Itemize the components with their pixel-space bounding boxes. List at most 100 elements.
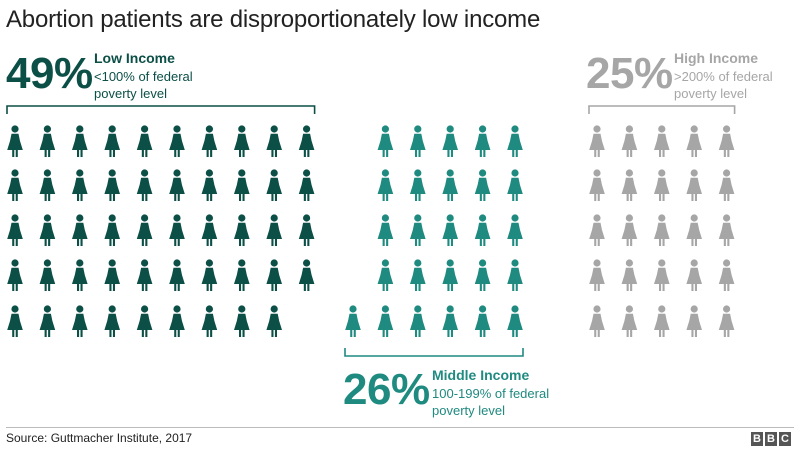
middle-income-bracket — [344, 348, 524, 357]
low-income-woman-icon — [234, 169, 250, 201]
high-income-label: High Income — [674, 50, 759, 66]
middle-income-woman-icon — [474, 305, 491, 337]
high-income-description: >200% of federal poverty level — [674, 69, 773, 101]
high-income-woman-icon — [654, 305, 670, 337]
high-income-woman-icon — [718, 125, 735, 157]
low-income-woman-icon — [201, 214, 218, 246]
middle-income-woman-icon — [410, 169, 426, 201]
low-income-woman-icon — [39, 214, 56, 246]
low-income-woman-icon — [72, 125, 88, 157]
bbc-logo: B B C — [751, 432, 791, 446]
high-income-woman-icon — [686, 259, 702, 291]
middle-income-woman-icon — [377, 169, 394, 201]
high-income-woman-icon — [686, 305, 702, 337]
low-income-woman-icon — [266, 169, 282, 201]
high-income-woman-icon — [589, 125, 605, 157]
low-income-woman-icon — [266, 214, 282, 246]
middle-income-woman-icon — [507, 125, 523, 157]
low-income-woman-icon — [7, 259, 23, 291]
middle-income-woman-icon — [442, 125, 458, 157]
low-income-woman-icon — [169, 259, 185, 291]
high-income-woman-icon — [621, 125, 638, 157]
high-income-woman-icon — [589, 169, 605, 201]
low-income-woman-icon — [104, 305, 120, 337]
middle-income-woman-icon — [507, 214, 523, 246]
high-income-woman-icon — [654, 125, 670, 157]
middle-income-woman-icon — [442, 259, 458, 291]
low-income-woman-icon — [201, 125, 218, 157]
low-income-woman-icon — [104, 169, 120, 201]
low-income-woman-icon — [72, 259, 88, 291]
low-income-woman-icon — [39, 125, 56, 157]
low-income-woman-icon — [298, 214, 315, 246]
middle-income-woman-icon — [377, 259, 394, 291]
low-income-woman-icon — [136, 305, 153, 337]
low-income-woman-icon — [72, 214, 88, 246]
middle-income-description: 100-199% of federal poverty level — [432, 386, 550, 418]
high-income-woman-icon — [718, 305, 735, 337]
low-income-woman-icon — [7, 214, 23, 246]
high-income-woman-icon — [686, 169, 702, 201]
high-income-woman-icon — [686, 125, 702, 157]
high-income-woman-icon — [686, 214, 702, 246]
middle-income-woman-icon — [377, 214, 394, 246]
low-income-woman-icon — [136, 259, 153, 291]
middle-income-woman-icon — [410, 259, 426, 291]
low-income-woman-icon — [266, 305, 282, 337]
middle-income-woman-icon — [410, 305, 426, 337]
high-income-woman-icon — [718, 214, 735, 246]
middle-income-woman-icon — [474, 259, 491, 291]
low-income-woman-icon — [266, 125, 282, 157]
middle-income-woman-icon — [474, 169, 491, 201]
middle-income-woman-icon — [507, 169, 523, 201]
bbc-logo-letter: C — [779, 432, 791, 446]
low-income-woman-icon — [234, 125, 250, 157]
middle-income-woman-icon — [507, 259, 523, 291]
footer-divider — [6, 427, 794, 428]
middle-income-woman-icon — [507, 305, 523, 337]
low-income-woman-icon — [234, 305, 250, 337]
icon-layer — [7, 125, 735, 337]
high-income-woman-icon — [621, 169, 638, 201]
low-income-woman-icon — [201, 305, 218, 337]
high-income-woman-icon — [621, 214, 638, 246]
low-income-woman-icon — [39, 169, 56, 201]
low-income-bracket — [6, 105, 316, 114]
middle-income-woman-icon — [442, 305, 458, 337]
page-title: Abortion patients are disproportionately… — [6, 6, 541, 33]
high-income-bracket — [588, 105, 736, 114]
low-income-woman-icon — [169, 305, 185, 337]
bracket-layer — [6, 105, 736, 357]
low-income-woman-icon — [7, 169, 23, 201]
low-income-woman-icon — [136, 214, 153, 246]
low-income-woman-icon — [298, 125, 315, 157]
low-income-woman-icon — [234, 214, 250, 246]
low-income-woman-icon — [7, 305, 23, 337]
low-income-woman-icon — [72, 169, 88, 201]
low-income-woman-icon — [234, 259, 250, 291]
high-income-woman-icon — [654, 259, 670, 291]
high-income-woman-icon — [718, 169, 735, 201]
source-note: Source: Guttmacher Institute, 2017 — [6, 431, 193, 445]
low-income-woman-icon — [39, 259, 56, 291]
middle-income-percent: 26% — [343, 365, 430, 414]
high-income-percent: 25% — [586, 49, 673, 98]
high-income-woman-icon — [589, 259, 605, 291]
low-income-woman-icon — [201, 169, 218, 201]
low-income-percent: 49% — [6, 49, 93, 98]
low-income-woman-icon — [7, 125, 23, 157]
low-income-woman-icon — [136, 169, 153, 201]
middle-income-woman-icon — [377, 125, 394, 157]
high-income-woman-icon — [589, 305, 605, 337]
high-income-woman-icon — [654, 214, 670, 246]
low-income-woman-icon — [298, 259, 315, 291]
middle-income-woman-icon — [410, 125, 426, 157]
bbc-logo-letter: B — [765, 432, 777, 446]
high-income-woman-icon — [589, 214, 605, 246]
low-income-woman-icon — [169, 125, 185, 157]
low-income-woman-icon — [201, 259, 218, 291]
middle-income-label: Middle Income — [432, 367, 530, 383]
middle-income-woman-icon — [442, 169, 458, 201]
middle-income-woman-icon — [377, 305, 394, 337]
